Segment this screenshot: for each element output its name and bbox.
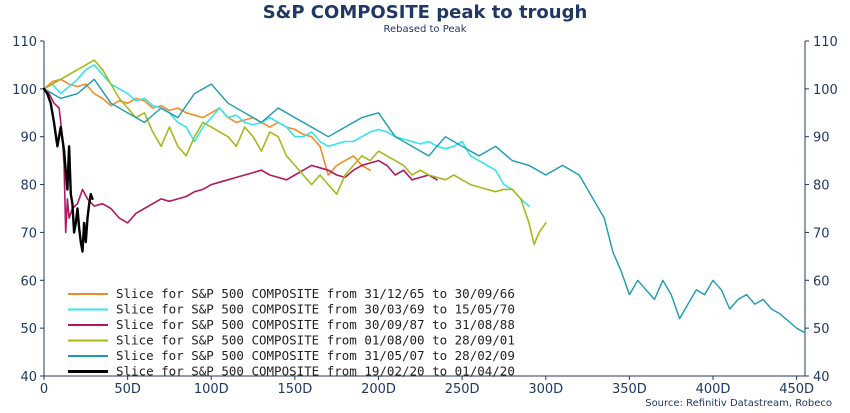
legend: Slice for S&P 500 COMPOSITE from 31/12/6…	[68, 286, 515, 379]
series-lines	[42, 59, 806, 334]
axes: 40 40 50 50 60 60 70 70 80 80 90 90 100 100 110 110 0 50D…	[12, 35, 838, 397]
y-tick-label-left: 50	[20, 322, 37, 337]
source-note: Source: Refinitiv Datastream, Robeco	[645, 398, 832, 409]
y-tick-label-left: 100	[12, 83, 37, 98]
x-tick-label: 150D	[277, 382, 312, 397]
x-tick-label: 450D	[779, 382, 814, 397]
y-tick-label-left: 60	[20, 274, 37, 289]
legend-label-6: Slice for S&P 500 COMPOSITE from 19/02/2…	[116, 364, 515, 379]
legend-label-3: Slice for S&P 500 COMPOSITE from 30/09/8…	[116, 317, 515, 332]
series-line-5	[43, 78, 806, 334]
chart-subtitle: Rebased to Peak	[383, 24, 467, 35]
y-tick-label-right: 50	[813, 322, 830, 337]
y-tick-label-right: 110	[813, 35, 838, 50]
y-tick-label-left: 40	[20, 370, 37, 385]
y-tick-label-right: 40	[813, 370, 830, 385]
y-tick-label-left: 90	[20, 131, 37, 146]
x-tick-label: 50D	[114, 382, 141, 397]
x-tick-label: 350D	[612, 382, 647, 397]
legend-label-5: Slice for S&P 500 COMPOSITE from 31/05/0…	[116, 348, 515, 363]
series-line-4	[43, 59, 547, 246]
legend-label-1: Slice for S&P 500 COMPOSITE from 31/12/6…	[116, 286, 515, 301]
x-tick-label: 400D	[696, 382, 731, 397]
chart-title: S&P COMPOSITE peak to trough	[262, 2, 588, 23]
series-line-2	[43, 64, 530, 207]
y-tick-label-right: 80	[813, 179, 830, 194]
x-tick-label: 100D	[194, 382, 229, 397]
x-tick-label: 200D	[361, 382, 396, 397]
legend-label-4: Slice for S&P 500 COMPOSITE from 01/08/0…	[116, 333, 515, 348]
y-tick-label-right: 90	[813, 131, 830, 146]
y-tick-label-right: 70	[813, 226, 830, 241]
y-tick-label-right: 100	[813, 83, 838, 98]
legend-label-2: Slice for S&P 500 COMPOSITE from 30/03/6…	[116, 302, 515, 317]
x-tick-label: 300D	[528, 382, 563, 397]
series-line-6	[42, 87, 94, 253]
series-line-1	[43, 78, 371, 176]
y-tick-label-right: 60	[813, 274, 830, 289]
y-tick-label-left: 80	[20, 179, 37, 194]
y-tick-label-left: 110	[12, 35, 37, 50]
x-tick-label: 0	[40, 382, 48, 397]
y-tick-label-left: 70	[20, 226, 37, 241]
x-tick-label: 250D	[445, 382, 480, 397]
